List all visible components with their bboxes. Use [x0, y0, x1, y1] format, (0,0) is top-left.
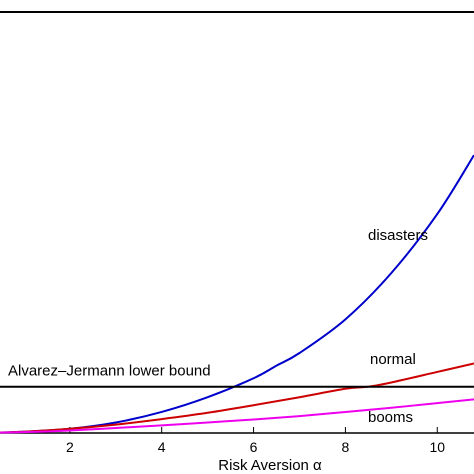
- series-line-booms: [0, 398, 474, 434]
- lower-bound-label: Alvarez–Jermann lower bound: [8, 363, 211, 380]
- x-tick-label: 4: [158, 439, 166, 455]
- x-tick-label: 6: [250, 439, 258, 455]
- annotation-layer: Alvarez–Jermann lower bound: [0, 363, 474, 388]
- axes: [0, 11, 474, 434]
- series-layer: [0, 154, 474, 434]
- series-label-normal: normal: [370, 351, 416, 368]
- x-tick-label: 2: [66, 439, 74, 455]
- series-labels: disasters normal booms: [368, 227, 428, 426]
- x-ticks: 2 4 6 8 10: [66, 427, 445, 455]
- series-label-booms: booms: [368, 409, 413, 426]
- x-axis-label: Risk Aversion α: [218, 457, 322, 474]
- series-line-disasters: [0, 154, 474, 434]
- x-tick-label: 8: [342, 439, 350, 455]
- series-line-normal: [0, 362, 474, 434]
- x-tick-label: 10: [429, 439, 445, 455]
- series-label-disasters: disasters: [368, 227, 428, 244]
